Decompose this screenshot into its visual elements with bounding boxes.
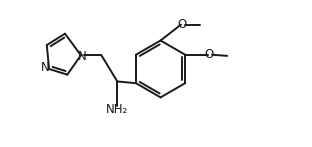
Text: N: N [41, 61, 49, 74]
Text: O: O [178, 18, 187, 31]
Text: O: O [204, 48, 214, 61]
Text: N: N [78, 50, 86, 63]
Text: NH₂: NH₂ [106, 103, 129, 116]
